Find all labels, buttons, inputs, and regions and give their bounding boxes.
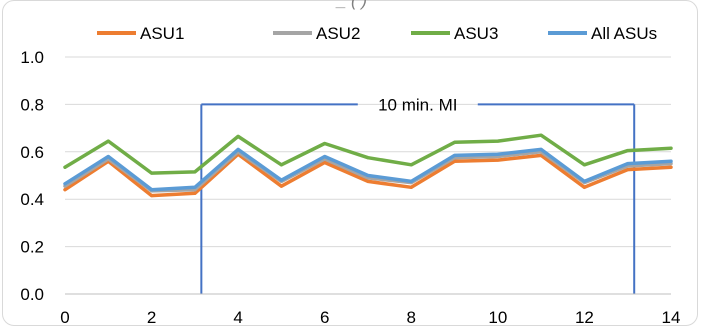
series-line-3 (63, 133, 673, 175)
annotation-label: 10 min. MI (378, 95, 457, 114)
data-point (626, 149, 630, 153)
data-point (323, 160, 327, 164)
x-tick-label: 12 (575, 308, 594, 327)
data-point (453, 159, 457, 163)
data-point (626, 168, 630, 172)
x-tick-label: 4 (233, 308, 242, 327)
y-tick-label: 0.8 (20, 95, 44, 114)
data-point (409, 185, 413, 189)
data-point (626, 162, 630, 166)
data-point (63, 165, 67, 169)
y-tick-label: 0.2 (20, 238, 44, 257)
legend-label: ASU1 (140, 24, 184, 43)
data-point (496, 152, 500, 156)
y-tick-label: 0.4 (20, 190, 44, 209)
x-tick-label: 10 (488, 308, 507, 327)
x-tick-label: 0 (60, 308, 69, 327)
data-point (539, 147, 543, 151)
data-point (366, 174, 370, 177)
data-point (453, 153, 457, 157)
y-tick-label: 0.6 (20, 143, 44, 162)
data-point (669, 159, 673, 163)
y-tick-label: 1.0 (20, 48, 44, 67)
data-point (539, 133, 543, 137)
data-point (63, 188, 67, 192)
legend-label: ASU2 (316, 24, 360, 43)
data-point (453, 140, 457, 144)
data-point (150, 194, 154, 198)
x-tick-label: 6 (320, 308, 329, 327)
data-point (279, 184, 283, 188)
data-point (150, 188, 154, 192)
data-point (193, 185, 197, 189)
data-point (539, 153, 543, 157)
data-point (236, 147, 240, 151)
data-point (669, 165, 673, 169)
data-point (106, 139, 110, 143)
data-point (409, 179, 413, 183)
data-point (63, 182, 67, 186)
y-tick-label: 0.0 (20, 285, 44, 304)
data-point (582, 163, 586, 167)
data-point (323, 142, 327, 146)
data-point (496, 158, 500, 162)
data-point (409, 163, 413, 167)
data-point (279, 163, 283, 167)
data-point (150, 171, 154, 175)
legend-label: ASU3 (454, 24, 498, 43)
data-point (193, 191, 197, 195)
chart-title-fragment: _ ( ) (335, 0, 367, 10)
data-point (496, 139, 500, 143)
data-point (366, 156, 370, 160)
data-point (193, 170, 197, 174)
data-point (63, 184, 67, 188)
x-tick-label: 2 (147, 308, 156, 327)
data-point (323, 155, 327, 159)
data-point (582, 179, 586, 183)
data-point (106, 155, 110, 159)
legend-label: All ASUs (591, 24, 657, 43)
data-point (279, 178, 283, 182)
data-point (366, 179, 370, 183)
data-point (669, 146, 673, 150)
data-point (236, 134, 240, 138)
x-tick-label: 8 (407, 308, 416, 327)
x-tick-label: 14 (662, 308, 681, 327)
data-point (582, 185, 586, 189)
